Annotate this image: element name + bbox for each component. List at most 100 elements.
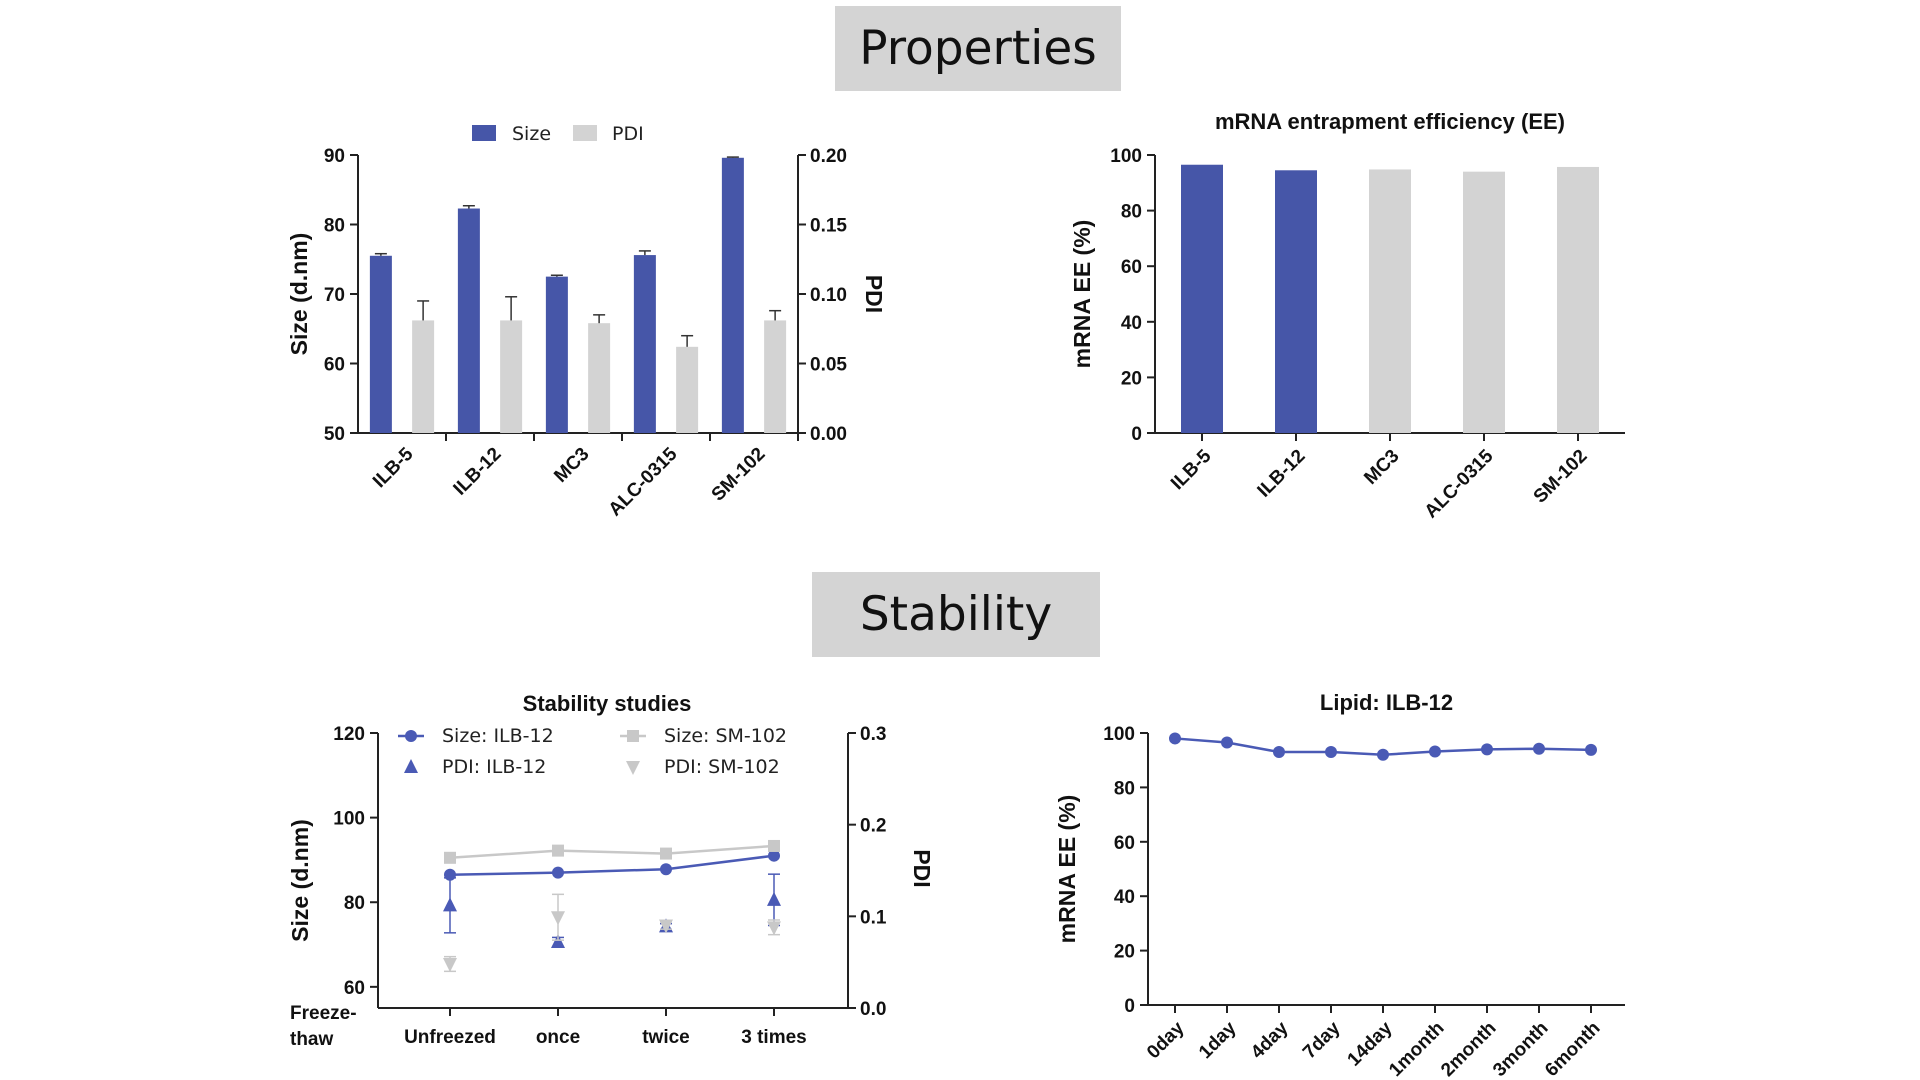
ee-bar [1275, 170, 1317, 434]
pdi-ytick-label: 0.20 [810, 146, 847, 167]
pdi-ytick-label: 0.05 [810, 355, 847, 376]
pdi-bar [676, 346, 699, 433]
ee-ytick-label: 100 [1110, 146, 1142, 167]
stability-header: Stability [812, 572, 1100, 657]
stab-y2tick-label: 0.0 [860, 999, 886, 1020]
ilb12-category-label: 1day [1195, 1017, 1241, 1063]
legend-pdi-swatch [573, 125, 597, 141]
ee-ytick-label: 0 [1131, 424, 1142, 445]
size-pdi-category-label: MC3 [550, 444, 593, 487]
stab-x-label-line1: Freeze- [290, 1003, 357, 1024]
ee-bar [1463, 171, 1505, 433]
legend-pdi-label: PDI [612, 123, 644, 145]
ee-bar [1181, 164, 1223, 434]
pdi-ytick-label: 0.00 [810, 424, 847, 445]
stab-ytick-label: 60 [344, 978, 365, 999]
stab-category-label: Unfreezed [404, 1027, 496, 1048]
stab-legend-label: Size: SM-102 [664, 725, 787, 747]
ee-ytick-label: 80 [1121, 202, 1142, 223]
ilb12-ytick-label: 20 [1114, 942, 1135, 963]
stab-point [444, 851, 456, 864]
ilb12-point [1273, 746, 1285, 759]
ilb12-category-label: 6month [1541, 1018, 1604, 1080]
size-bar [633, 255, 656, 433]
pdi-bar [588, 323, 611, 433]
ee-ytick-label: 60 [1121, 257, 1142, 278]
ilb12-point [1481, 743, 1493, 756]
ilb12-ytick-label: 40 [1114, 887, 1135, 908]
pdi-y-label: PDI [861, 275, 887, 313]
stab-y-label: Size (d.nm) [287, 819, 313, 942]
stab-point [767, 891, 781, 906]
stab-point [443, 897, 457, 912]
stab-y2tick-label: 0.2 [860, 816, 886, 837]
stab-point [660, 847, 672, 860]
pdi-bar [412, 320, 435, 433]
size-ytick-label: 80 [324, 216, 345, 237]
stab-legend-label: PDI: SM-102 [664, 756, 780, 778]
ee-bar [1557, 166, 1599, 434]
stab-point [660, 863, 672, 876]
ilb12-ytick-label: 100 [1103, 724, 1135, 745]
stab-point [551, 911, 565, 926]
size-bar [369, 255, 392, 433]
stab-y2tick-label: 0.3 [860, 724, 886, 745]
size-pdi-category-label: SM-102 [708, 444, 770, 506]
legend-size-label: Size [512, 123, 551, 145]
pdi-ytick-label: 0.15 [810, 216, 847, 237]
stab-ytick-label: 120 [333, 724, 365, 745]
size-bar [545, 276, 568, 433]
size-bar [457, 208, 480, 433]
ee-y-label: mRNA EE (%) [1069, 220, 1095, 369]
ee-category-label: ILB-5 [1167, 445, 1216, 494]
stab-point [552, 866, 564, 879]
stab-legend-marker [626, 761, 640, 775]
size-y-label: Size (d.nm) [286, 233, 312, 356]
ilb12-category-label: 0day [1143, 1017, 1189, 1063]
stab-legend-label: Size: ILB-12 [442, 725, 554, 747]
pdi-bar [764, 320, 787, 433]
ilb12-category-label: 2month [1437, 1018, 1500, 1080]
stab-point [768, 839, 780, 852]
stab-ytick-label: 100 [333, 809, 365, 830]
ee-chart-title: mRNA entrapment efficiency (EE) [1215, 109, 1565, 134]
ilb12-point [1429, 745, 1441, 758]
ilb12-point [1221, 736, 1233, 749]
stab-category-label: twice [642, 1027, 690, 1048]
size-ytick-label: 70 [324, 285, 345, 306]
ilb12-category-label: 3month [1489, 1018, 1552, 1080]
stab-point [552, 844, 564, 857]
stab-point [768, 849, 780, 862]
ilb12-point [1533, 742, 1545, 755]
stab-x-label-line2: thaw [290, 1029, 334, 1050]
ee-category-label: ILB-12 [1254, 446, 1310, 502]
ee-category-label: MC3 [1360, 446, 1403, 489]
size-pdi-category-label: ALC-0315 [605, 443, 682, 520]
size-pdi-category-label: ILB-12 [450, 444, 506, 500]
ilb12-ytick-label: 0 [1124, 996, 1135, 1017]
stab-legend-marker [405, 730, 417, 742]
stab-point [767, 921, 781, 936]
stab-point [659, 919, 673, 934]
ilb12-point [1585, 743, 1597, 756]
ilb12-category-label: 7day [1299, 1017, 1345, 1063]
stab-chart-title: Stability studies [523, 691, 692, 716]
properties-header: Properties [835, 6, 1121, 91]
pdi-bar [500, 320, 523, 433]
ee-category-label: SM-102 [1530, 446, 1592, 508]
stab-series-line [449, 854, 775, 876]
stab-ytick-label: 80 [344, 893, 365, 914]
pdi-ytick-label: 0.10 [810, 285, 847, 306]
stab-category-label: once [536, 1027, 580, 1048]
size-bar [721, 157, 744, 433]
ilb12-point [1325, 746, 1337, 759]
size-pdi-category-label: ILB-5 [369, 443, 418, 492]
ilb12-point [1169, 732, 1181, 745]
stab-legend-marker [627, 730, 639, 742]
ilb12-point [1377, 748, 1389, 761]
ee-ytick-label: 40 [1121, 313, 1142, 334]
ilb12-category-label: 1month [1385, 1018, 1448, 1080]
stab-legend-marker [404, 759, 418, 773]
stab-point [443, 958, 457, 972]
